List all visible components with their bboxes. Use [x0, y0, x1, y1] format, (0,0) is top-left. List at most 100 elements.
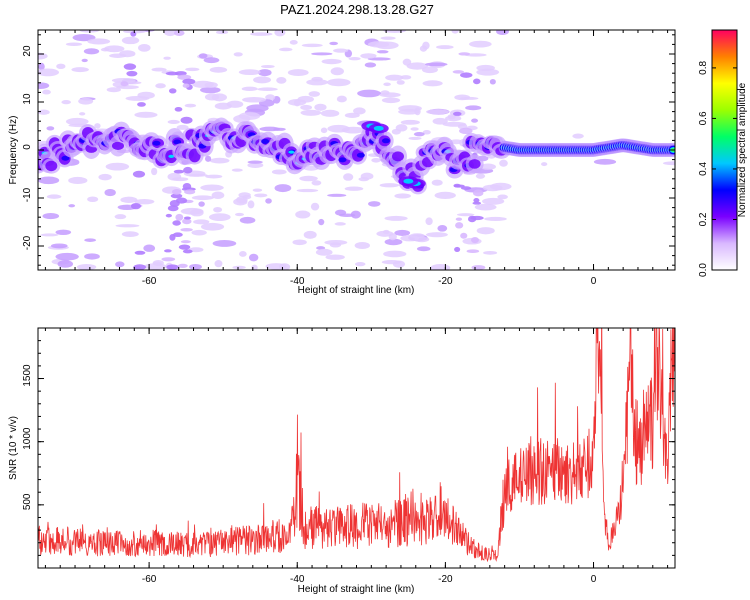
- heatmap-blob: [330, 67, 344, 76]
- heatmap-blob: [258, 69, 272, 77]
- heatmap-blob: [489, 78, 496, 85]
- heatmap-blob: [106, 87, 121, 93]
- heatmap-blob: [454, 94, 471, 101]
- heatmap-blob: [467, 215, 477, 223]
- heatmap-blob: [213, 206, 223, 213]
- heatmap-blob: [167, 119, 180, 125]
- heatmap-blob: [388, 233, 397, 241]
- heatmap-blob: [354, 241, 370, 249]
- heatmap-blob: [400, 75, 412, 80]
- heatmap-blob: [279, 47, 293, 52]
- heatmap-blob: [134, 250, 146, 255]
- heatmap-blob: [379, 183, 400, 188]
- heatmap-blob: [468, 159, 481, 169]
- heatmap-blob: [287, 69, 309, 77]
- heatmap-blob: [164, 249, 172, 253]
- heatmap-blob: [130, 31, 137, 37]
- heatmap-blob: [499, 159, 508, 167]
- snr-ylabel: SNR (10 * v/v): [8, 416, 19, 480]
- heatmap-blob: [163, 30, 177, 37]
- heatmap-blob: [180, 240, 191, 244]
- heatmap-blob: [78, 97, 94, 105]
- heatmap-blob: [496, 30, 509, 36]
- heatmap-blob: [376, 50, 389, 54]
- heatmap-blob: [480, 163, 496, 170]
- heatmap-blob: [425, 62, 448, 67]
- heatmap-blob: [172, 177, 189, 182]
- heatmap-blob: [410, 127, 419, 131]
- snr-panel: -60 -40 -20 0 500 1000 1500 Height of straigh…: [8, 327, 676, 595]
- heatmap-blob: [471, 118, 479, 123]
- heatmap-blob: [177, 74, 192, 80]
- spectrogram-heatmap: [38, 30, 675, 270]
- heatmap-blob: [476, 227, 495, 235]
- heatmap-blob: [38, 82, 50, 89]
- colorbar-label: Normalized spectral amplitude: [737, 82, 748, 217]
- heatmap-blob: [422, 80, 443, 87]
- heatmap-blob: [475, 173, 486, 179]
- heatmap-blob: [238, 112, 261, 120]
- colorbar: 0.0 0.2 0.4 0.6 0.8 Normalized spectral ampl…: [698, 29, 748, 277]
- heatmap-blob: [191, 229, 207, 236]
- heatmap-blob: [454, 246, 461, 252]
- heatmap-blob: [38, 68, 60, 77]
- heatmap-blob: [334, 222, 346, 226]
- heatmap-blob: [65, 42, 83, 47]
- heatmap-blob: [190, 208, 204, 217]
- heatmap-blob: [163, 56, 171, 60]
- heatmap-blob: [155, 83, 166, 89]
- heatmap-blob: [355, 262, 366, 267]
- heatmap-blob: [57, 260, 74, 268]
- heatmap-blob: [343, 173, 354, 181]
- heatmap-blob: [239, 216, 256, 224]
- heatmap-blob: [295, 210, 311, 219]
- heatmap-blob: [175, 213, 184, 221]
- heatmap-blob: [474, 203, 497, 211]
- heatmap-blob: [383, 82, 391, 87]
- heatmap-blob: [182, 78, 196, 85]
- heatmap-blob: [318, 218, 325, 226]
- heatmap-blob: [403, 178, 414, 184]
- heatmap-blob: [46, 194, 62, 199]
- heatmap-blob: [489, 182, 512, 191]
- heatmap-blob: [168, 88, 177, 94]
- heatmap-blob: [384, 238, 403, 246]
- heatmap-blob: [231, 168, 243, 172]
- heatmap-blob: [200, 184, 224, 191]
- heatmap-blob: [308, 91, 321, 97]
- x-tick-label: 0: [591, 276, 597, 287]
- heatmap-blob: [320, 127, 328, 134]
- heatmap-blob: [315, 248, 333, 256]
- heatmap-blob: [469, 40, 492, 48]
- heatmap-blob: [289, 40, 298, 45]
- heatmap-blob: [246, 104, 269, 112]
- heatmap-blob: [169, 200, 180, 207]
- heatmap-blob: [165, 71, 179, 76]
- heatmap-blob: [471, 265, 486, 270]
- y-tick-label: 500: [22, 493, 33, 510]
- heatmap-blob: [385, 74, 404, 81]
- heatmap-blob: [368, 201, 381, 207]
- heatmap-blob: [460, 232, 468, 239]
- heatmap-blob: [198, 201, 205, 207]
- heatmap-blob: [311, 52, 333, 56]
- x-tick-label: -60: [142, 574, 157, 585]
- heatmap-blob: [111, 141, 124, 151]
- heatmap-blob: [56, 63, 66, 70]
- heatmap-blob: [381, 97, 401, 104]
- heatmap-blob: [126, 70, 138, 77]
- heatmap-blob: [209, 157, 230, 164]
- heatmap-blob: [373, 125, 384, 131]
- heatmap-blob: [166, 264, 179, 270]
- heatmap-blob: [398, 108, 420, 115]
- heatmap-blob: [336, 95, 347, 103]
- heatmap-blob: [84, 253, 100, 260]
- heatmap-blob: [416, 246, 431, 252]
- heatmap-blob: [445, 115, 462, 122]
- heatmap-blob: [662, 161, 675, 166]
- heatmap-blob: [400, 119, 420, 125]
- heatmap-blob: [200, 222, 225, 231]
- heatmap-blob: [55, 252, 79, 261]
- heatmap-blob: [358, 177, 370, 182]
- heatmap-blob: [55, 229, 72, 236]
